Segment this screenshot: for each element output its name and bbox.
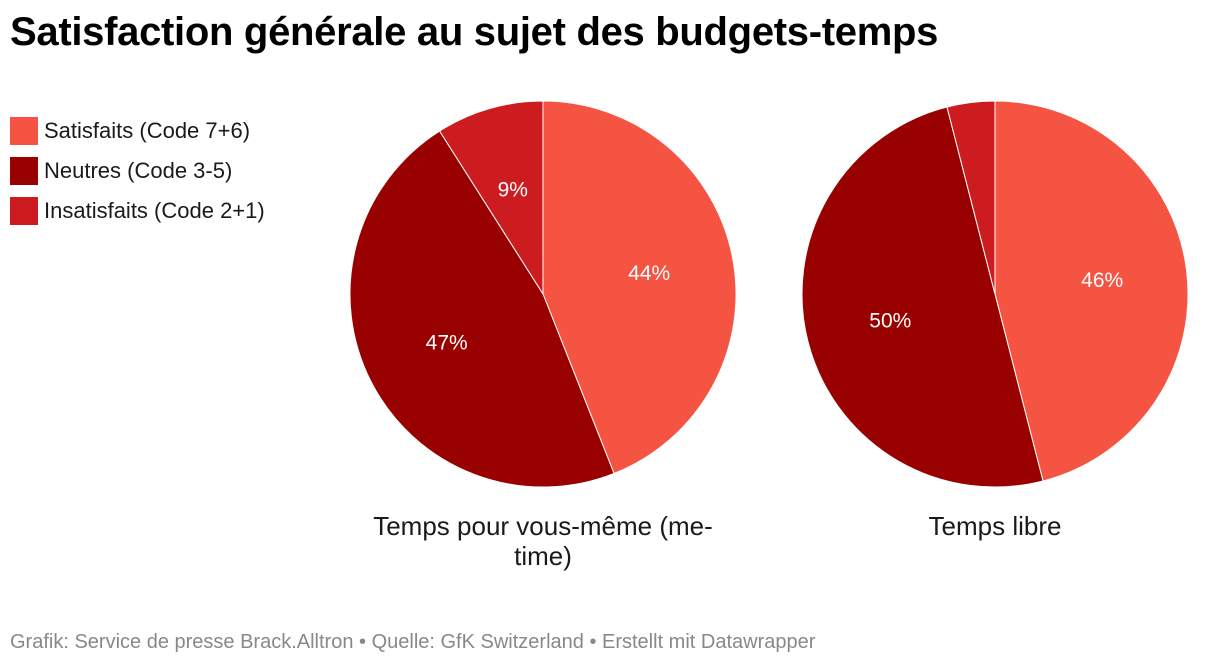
legend: Satisfaits (Code 7+6) Neutres (Code 3-5)… — [10, 111, 265, 231]
chart-title: Satisfaction générale au sujet des budge… — [10, 10, 939, 54]
pie-1-title-line-2: time) — [514, 541, 572, 571]
legend-item-insatisfaits: Insatisfaits (Code 2+1) — [10, 191, 265, 231]
legend-item-neutres: Neutres (Code 3-5) — [10, 151, 265, 191]
legend-swatch-satisfaits — [10, 117, 38, 145]
pie-2-label-satisfaits: 46% — [1081, 269, 1123, 292]
pie-2-slice-neutres — [801, 106, 1044, 488]
pie-chart-2: 46% 50% Temps libre — [801, 100, 1189, 541]
source-footer: Grafik: Service de presse Brack.Alltron … — [10, 631, 816, 653]
legend-swatch-neutres — [10, 157, 38, 185]
legend-label-neutres: Neutres (Code 3-5) — [44, 158, 233, 183]
pie-1-slice-neutres — [349, 130, 615, 488]
pie-1-title-line-1: Temps pour vous-même (me- — [373, 511, 713, 541]
pie-1-slice-satisfaits — [542, 100, 737, 475]
pie-1-slice-insatisfaits — [438, 100, 544, 296]
pie-2-slice-insatisfaits — [946, 100, 996, 295]
pie-1-label-neutres: 47% — [426, 332, 468, 355]
legend-label-insatisfaits: Insatisfaits (Code 2+1) — [44, 198, 265, 223]
legend-swatch-insatisfaits — [10, 197, 38, 225]
pie-2-label-neutres: 50% — [869, 309, 911, 332]
legend-label-satisfaits: Satisfaits (Code 7+6) — [44, 118, 251, 143]
legend-item-satisfaits: Satisfaits (Code 7+6) — [10, 111, 265, 151]
pie-1-label-satisfaits: 44% — [628, 262, 670, 285]
pie-1-label-insatisfaits: 9% — [498, 179, 528, 202]
pie-chart-1: 44% 47% 9% Temps pour vous-même (me-time) — [349, 100, 737, 571]
pie-2-title-line-1: Temps libre — [929, 511, 1062, 541]
pie-2-slice-satisfaits — [994, 100, 1189, 482]
